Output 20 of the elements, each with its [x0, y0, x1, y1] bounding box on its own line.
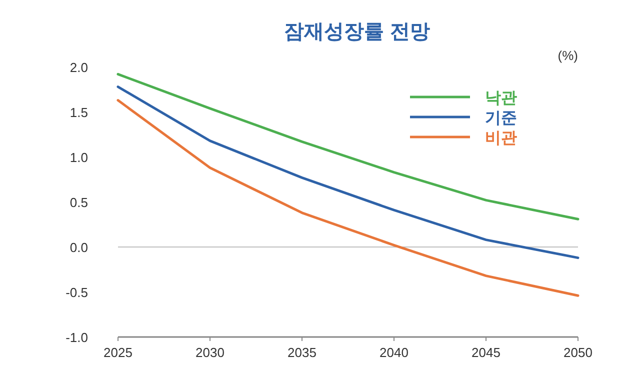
x-tick-label: 2050: [564, 345, 592, 360]
legend-label: 기준: [485, 110, 517, 127]
y-tick-label: -1.0: [66, 330, 88, 345]
x-tick-label: 2025: [104, 345, 132, 360]
y-tick-label: 0.0: [70, 240, 88, 255]
y-axis-title: (%): [558, 48, 578, 63]
x-tick-label: 2035: [288, 345, 316, 360]
x-tick-label: 2040: [380, 345, 408, 360]
line-series: [116, 72, 580, 220]
y-tick-label: -0.5: [66, 285, 88, 300]
x-tick-label: 2030: [196, 345, 224, 360]
y-tick-label: 0.5: [70, 195, 88, 210]
line-series: [116, 86, 580, 260]
legend-label: 낙관: [485, 90, 517, 107]
legend-label: 비관: [485, 130, 517, 147]
y-tick-label: 2.0: [70, 60, 88, 75]
y-tick-label: 1.5: [70, 105, 88, 120]
chart-title: 잠재성장률 전망: [284, 21, 430, 43]
x-tick-label: 2045: [472, 345, 500, 360]
y-tick-label: 1.0: [70, 150, 88, 165]
